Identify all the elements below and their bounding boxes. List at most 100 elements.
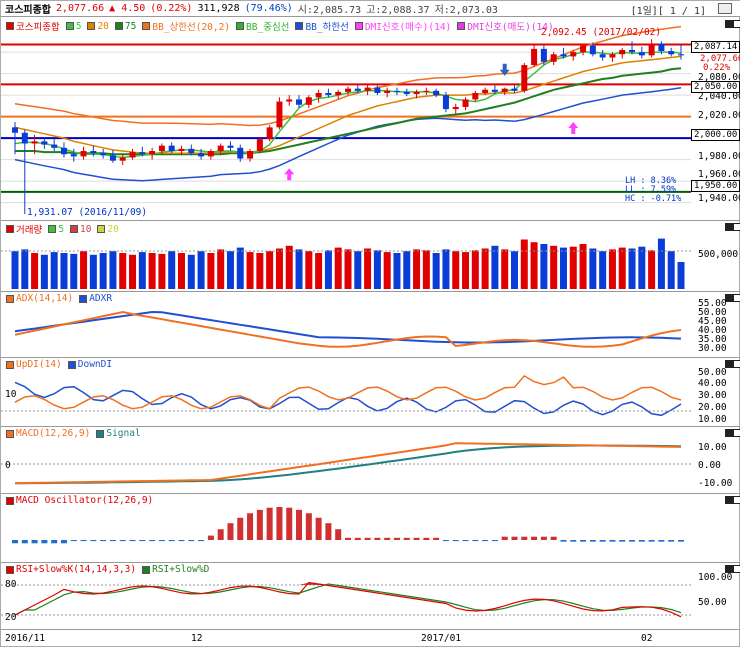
panel-menu-button[interactable] [725,565,733,573]
legend-swatch[interactable] [65,22,74,30]
legend-label[interactable]: DMI신호(매도)(14) [467,22,554,33]
candle-body [619,49,626,55]
legend-swatch[interactable] [295,22,304,30]
legend-label[interactable]: 거래량 [16,225,43,236]
panel-close-button[interactable] [733,360,740,368]
legend-label[interactable]: 20 [97,20,109,32]
rsi-panel[interactable]: RSI+Slow%K(14,14,3,3) RSI+Slow%D 80 20 10… [1,562,740,628]
candle-body [12,127,18,133]
candle-body [70,154,77,157]
legend-label[interactable]: 코스피종합 [16,22,60,33]
legend-swatch[interactable] [96,429,105,438]
legend-label[interactable]: 5 [58,223,64,235]
legend-label[interactable]: BB_하한선 [305,22,349,33]
volume-panel[interactable]: 거래량 5 10 20 500,000 [1,220,740,290]
candle-body [315,92,322,98]
legend-label[interactable]: RSI+Slow%D [152,564,210,575]
oscillator-bar [403,537,410,540]
legend-swatch[interactable] [457,22,466,30]
legend-label[interactable]: Signal [106,428,141,439]
legend-label[interactable]: RSI+Slow%K(14,14,3,3) [16,564,137,575]
oscillator-bar [158,540,165,542]
oscillator-bar [521,536,528,540]
legend-label[interactable]: ADX(14,14) [16,293,74,304]
legend-swatch[interactable] [6,294,14,303]
pct-tag: 0.22% [703,63,731,73]
legend-label[interactable]: BB_중심선 [246,22,290,33]
adx-panel[interactable]: ADX(14,14) ADXR 55.00 50.00 45.00 40.00 3… [1,291,740,356]
volume-bar [60,253,68,289]
legend-swatch[interactable] [97,225,106,233]
legend-label[interactable]: UpDI(14) [16,359,62,370]
legend-swatch[interactable] [142,565,151,574]
legend-label[interactable]: 10 [79,223,92,235]
candle-body [560,54,567,57]
volume-bar [618,247,626,289]
macd-panel[interactable]: MACD(12,26,9) Signal 0 10.00 0.00 -10.00 [1,426,740,492]
panel-close-button[interactable] [733,496,740,504]
panel-menu-button[interactable] [725,294,733,302]
legend-swatch[interactable] [69,225,78,233]
legend-swatch[interactable] [6,429,14,438]
legend-swatch[interactable] [6,565,14,574]
legend-swatch[interactable] [48,225,57,233]
oscillator-bar [433,537,440,540]
legend-swatch[interactable] [6,496,14,505]
legend-label[interactable]: ADXR [89,293,113,304]
oscillator-bar [442,540,449,542]
period-selector[interactable]: [1일][ 1 / 1] [630,6,706,17]
price-panel[interactable]: 코스피종합 5 20 75 BB_상한선(20,2) BB_중심선 BB_하한선 DMI신호(… [1,18,740,218]
legend-swatch[interactable] [114,22,123,30]
ma75-line [15,67,682,156]
volume-bar [403,251,411,289]
volume-bar [275,248,283,289]
volume-bar [608,249,616,289]
panel-menu-button[interactable] [725,20,733,28]
legend-label[interactable]: BB_상한선(20,2) [152,22,231,33]
legend-swatch[interactable] [87,22,96,30]
axis-45: 45.00 [698,316,727,327]
stock-name[interactable]: 코스피종합 [5,5,51,16]
volume-bar [471,250,479,289]
window-icon[interactable] [718,3,732,14]
legend-swatch[interactable] [354,22,363,30]
panel-menu-button[interactable] [725,223,733,231]
panel-close-button[interactable] [733,429,740,437]
oscillator-bar [658,540,665,542]
oscillator-panel[interactable]: MACD Oscillator(12,26,9) [1,493,740,561]
panel-menu-button[interactable] [725,496,733,504]
oscillator-bar [589,540,596,542]
panel-close-button[interactable] [733,565,740,573]
legend-label[interactable]: MACD Oscillator(12,26,9) [16,495,154,506]
legend-label[interactable]: DownDI [77,359,113,370]
oscillator-bar [286,507,293,540]
candle-body [80,151,87,157]
legend-label[interactable]: 5 [75,20,82,32]
oscillator-bar [462,540,469,542]
panel-close-button[interactable] [733,20,740,28]
volume-bar [589,248,597,289]
candle-body [188,148,195,154]
oscillator-bar [472,540,479,542]
legend-swatch[interactable] [79,294,88,303]
legend-label[interactable]: 20 [107,223,119,235]
volume-bar [559,247,567,289]
oscillator-bar [648,540,655,542]
panel-menu-button[interactable] [725,360,733,368]
panel-close-button[interactable] [733,294,740,302]
legend-swatch[interactable] [236,22,245,30]
legend-swatch[interactable] [6,225,14,233]
dmi-panel[interactable]: UpDI(14) DownDI 10 50.00 40.00 30.00 20.0… [1,357,740,425]
last-price-tag: 2,077.66 [700,54,740,64]
legend-swatch[interactable] [6,22,14,30]
panel-close-button[interactable] [733,223,740,231]
stat-hc: HC : -0.71% [625,194,682,204]
legend-label[interactable]: DMI신호(매수)(14) [364,22,452,33]
legend-label[interactable]: 75 [124,20,137,32]
legend-label[interactable]: MACD(12,26,9) [16,428,91,439]
legend-swatch[interactable] [142,22,151,30]
legend-swatch[interactable] [67,360,76,369]
candle-body [21,132,28,144]
legend-swatch[interactable] [6,360,14,369]
panel-menu-button[interactable] [725,429,733,437]
